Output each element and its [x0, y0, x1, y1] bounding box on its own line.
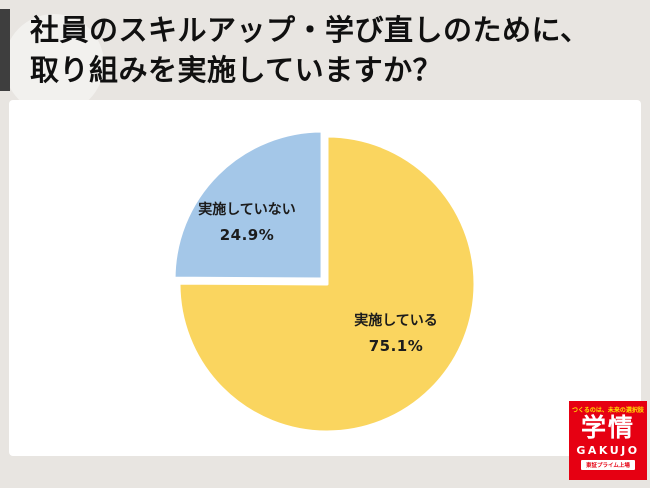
title-line2: 取り組みを実施していますか？	[30, 53, 443, 88]
pie-label-implementing-percent: 75.1%	[368, 337, 424, 355]
pie-label-implementing-text: 実施している	[354, 313, 438, 329]
pie-chart-svg	[172, 129, 477, 434]
logo-name: 学情	[580, 413, 635, 442]
title-accent-bar	[0, 9, 10, 91]
watermark-circle	[4, 14, 104, 114]
pie-label-implementing: 実施している 75.1%	[331, 310, 461, 355]
title-line1: 社員のスキルアップ・学び直しのために、	[30, 13, 590, 47]
pie-label-not-implementing-text: 実施していない	[198, 202, 296, 218]
pie-slice-yes	[177, 134, 477, 434]
logo-tagline: つくるのは、未来の選択肢	[572, 407, 644, 414]
gakujo-logo: つくるのは、未来の選択肢 学情 GAKUJO 東証プライム上場	[569, 401, 647, 480]
pie-label-not-implementing-percent: 24.9%	[219, 226, 275, 244]
logo-listing-note: 東証プライム上場	[581, 459, 635, 470]
pie-slice-no	[172, 129, 324, 281]
pie-label-not-implementing: 実施していない 24.9%	[177, 199, 317, 244]
logo-latin-name: GAKUJO	[576, 443, 640, 457]
page-title: 社員のスキルアップ・学び直しのために、 取り組みを実施していますか？	[30, 10, 590, 90]
